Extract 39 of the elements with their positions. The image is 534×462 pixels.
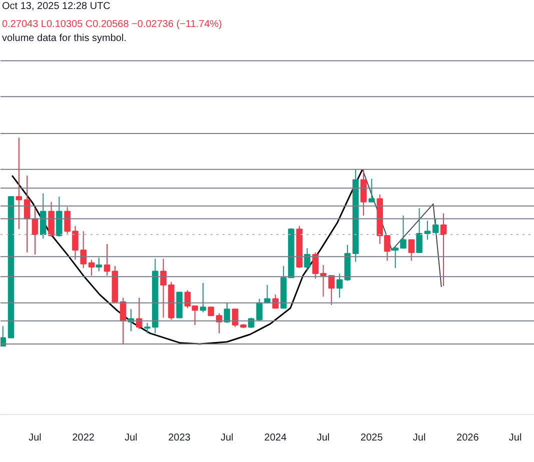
candlestick: [136, 297, 142, 330]
x-tick-label: 2025: [360, 432, 384, 444]
x-tick-label: Jul: [28, 432, 42, 444]
candlestick: [16, 137, 22, 230]
candlestick: [336, 273, 343, 298]
candlestick: [328, 275, 335, 306]
candlestick: [32, 208, 38, 256]
text: volume data for this symbol.: [2, 32, 126, 46]
x-tick-label: 2023: [168, 432, 191, 444]
candlestick: [232, 308, 238, 328]
candlestick: [96, 257, 102, 272]
x-tick-label: Jul: [124, 432, 138, 444]
candlestick: [400, 215, 406, 249]
candlestick: [424, 220, 431, 240]
candlestick: [160, 258, 166, 318]
candlestick: [408, 239, 415, 262]
x-tick-label: 2024: [264, 432, 287, 444]
x-tick-label: Jul: [220, 432, 234, 444]
candlestick: [360, 168, 367, 216]
x-tick-label: 2022: [72, 432, 95, 444]
x-tick-label: 2026: [456, 432, 480, 444]
x-tick-label: Jul: [412, 432, 426, 444]
candlestick: [440, 213, 447, 287]
text: 0.27043 L0.10305 C0.20568 −0.02736 (−11.74%): [2, 18, 222, 32]
candlestick: [224, 302, 230, 324]
candlestick: [416, 208, 422, 253]
candlestick: [264, 284, 270, 304]
candlestick: [392, 246, 398, 269]
candlestick: [88, 259, 95, 276]
candlestick: [432, 218, 439, 233]
candlestick: [0, 326, 6, 347]
candlestick: [304, 248, 310, 272]
candlestick: [200, 282, 206, 313]
candlestick: [40, 193, 46, 240]
text: Oct 13, 2025 12:28 UTC: [2, 0, 110, 14]
x-tick-label: Jul: [316, 432, 330, 444]
x-tick-label: Jul: [508, 432, 522, 444]
candlestick: [104, 243, 110, 276]
candlestick: [368, 178, 375, 202]
